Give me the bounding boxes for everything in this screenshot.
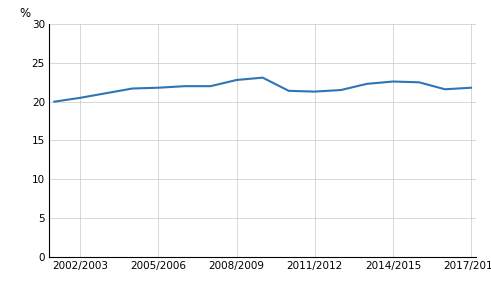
Text: %: % xyxy=(19,7,30,20)
